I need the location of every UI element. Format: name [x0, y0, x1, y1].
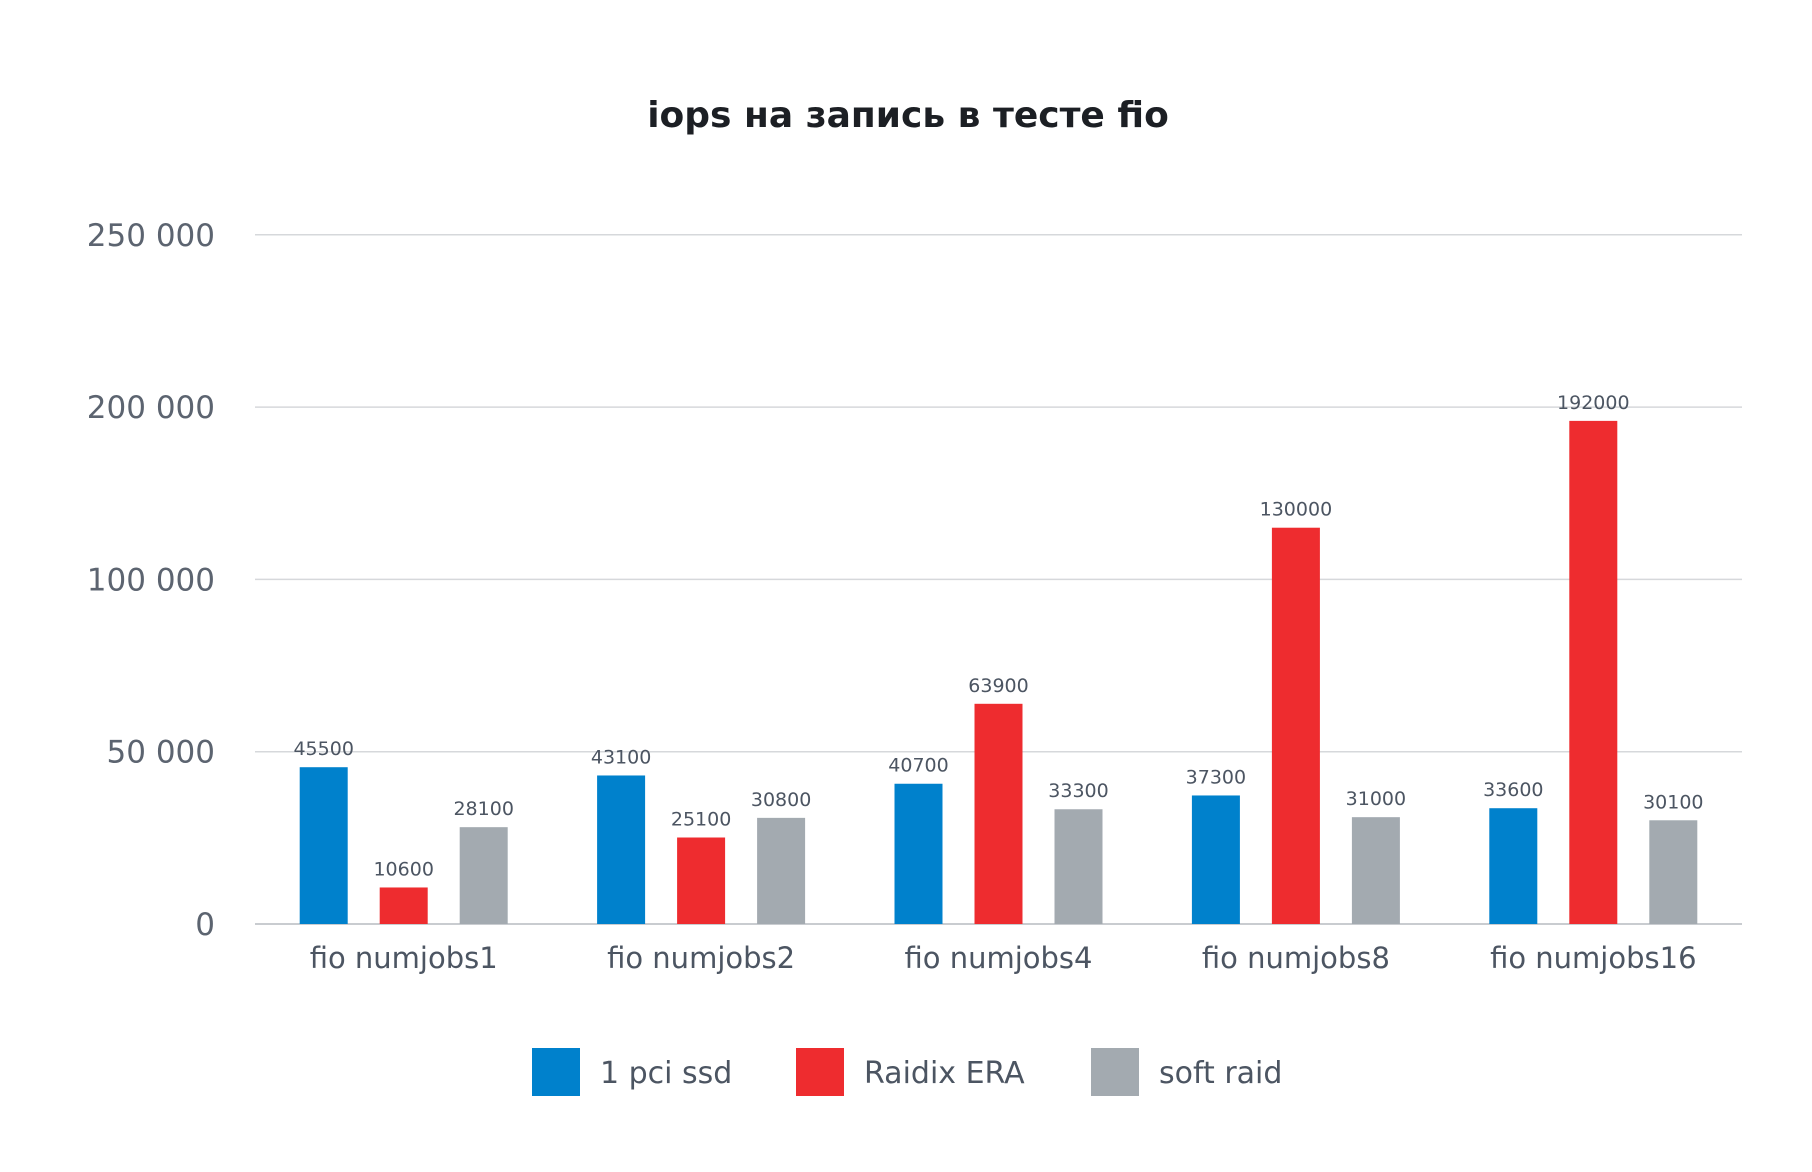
legend-swatch — [532, 1048, 580, 1096]
bar — [1489, 808, 1538, 924]
data-label: 45500 — [293, 738, 353, 760]
legend-swatch — [1091, 1048, 1139, 1096]
data-label: 30100 — [1643, 791, 1703, 813]
y-tick-label: 200 000 — [87, 390, 215, 426]
x-tick-label: fio numjobs1 — [310, 941, 498, 975]
data-label: 10600 — [373, 858, 433, 880]
bar — [677, 837, 726, 924]
data-label: 25100 — [671, 809, 731, 831]
bar — [379, 887, 428, 924]
bar — [894, 783, 943, 924]
bar — [1271, 527, 1320, 924]
bar — [1054, 809, 1103, 924]
bar — [597, 775, 646, 924]
legend-label: soft raid — [1159, 1056, 1282, 1091]
data-label: 63900 — [968, 675, 1028, 697]
bar — [1569, 420, 1618, 924]
data-label: 33600 — [1483, 779, 1543, 801]
x-tick-label: fio numjobs16 — [1490, 941, 1696, 975]
bar — [1351, 817, 1400, 924]
y-tick-label: 0 — [195, 907, 215, 943]
bar — [299, 767, 348, 924]
data-labels: 45500 10600 28100 43100 25100 30800 40700 63900… — [293, 392, 1703, 881]
y-tick-label: 250 000 — [87, 218, 215, 254]
y-tick-label: 50 000 — [107, 735, 215, 771]
data-label: 40700 — [888, 755, 948, 777]
data-label: 192000 — [1557, 392, 1630, 414]
chart-title: iops на запись в тесте fio — [647, 95, 1169, 136]
bar — [1191, 795, 1240, 924]
legend-swatch — [796, 1048, 844, 1096]
bar — [974, 703, 1023, 924]
bars — [299, 420, 1698, 924]
legend-label: Raidix ERA — [864, 1056, 1025, 1091]
x-tick-label: fio numjobs8 — [1202, 941, 1390, 975]
bar — [757, 817, 806, 924]
data-label: 43100 — [591, 746, 651, 768]
legend-label: 1 pci ssd — [600, 1056, 732, 1091]
bar — [1649, 820, 1698, 924]
y-tick-label: 100 000 — [87, 562, 215, 598]
data-label: 28100 — [453, 798, 513, 820]
data-label: 130000 — [1260, 499, 1333, 521]
data-label: 31000 — [1346, 788, 1406, 810]
data-label: 30800 — [751, 789, 811, 811]
bar — [459, 827, 508, 924]
legend: 1 pci ssd Raidix ERA soft raid — [532, 1048, 1282, 1096]
data-label: 33300 — [1048, 780, 1108, 802]
x-tick-label: fio numjobs2 — [607, 941, 795, 975]
y-axis-tick-labels: 0 50 000 100 000 200 000 250 000 — [87, 218, 215, 943]
x-tick-label: fio numjobs4 — [904, 941, 1092, 975]
data-label: 37300 — [1186, 766, 1246, 788]
x-axis-tick-labels: fio numjobs1 fio numjobs2 fio numjobs4 fio … — [310, 941, 1697, 975]
